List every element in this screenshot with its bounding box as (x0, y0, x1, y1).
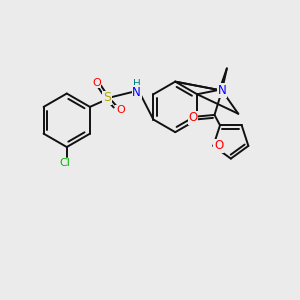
Text: O: O (92, 77, 101, 88)
Text: N: N (218, 84, 226, 97)
Text: H: H (133, 79, 140, 89)
Text: O: O (188, 111, 197, 124)
Text: S: S (103, 92, 111, 104)
Text: Cl: Cl (60, 158, 71, 168)
Text: O: O (214, 140, 223, 152)
Text: O: O (116, 106, 125, 116)
Text: N: N (132, 85, 141, 98)
